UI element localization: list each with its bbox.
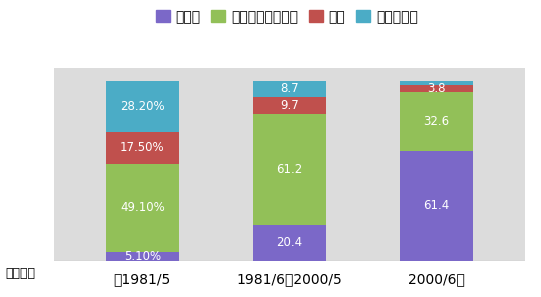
Bar — [400, 81, 473, 85]
Text: 49.10%: 49.10% — [120, 201, 164, 214]
Bar — [105, 132, 179, 164]
Bar — [253, 97, 326, 114]
Text: 20.4: 20.4 — [276, 236, 302, 249]
Legend: 無被害, 軽微・小破・中破, 大破, 倒壊・崩壊: 無被害, 軽微・小破・中破, 大破, 倒壊・崩壊 — [156, 10, 418, 24]
Text: 61.4: 61.4 — [424, 200, 450, 212]
Text: 32.6: 32.6 — [424, 115, 450, 128]
Bar — [253, 81, 326, 97]
Text: 61.2: 61.2 — [276, 163, 302, 176]
Text: 8.7: 8.7 — [280, 82, 299, 95]
Text: 建設時期: 建設時期 — [5, 267, 35, 280]
Bar — [400, 85, 473, 92]
Text: 3.8: 3.8 — [427, 82, 446, 95]
Bar — [253, 114, 326, 225]
Bar — [105, 81, 179, 132]
Text: 28.20%: 28.20% — [120, 100, 164, 113]
Text: 17.50%: 17.50% — [120, 141, 164, 154]
Bar — [105, 252, 179, 261]
Text: 5.10%: 5.10% — [124, 250, 161, 263]
Bar — [400, 151, 473, 261]
Text: 9.7: 9.7 — [280, 99, 299, 112]
Bar — [400, 92, 473, 151]
Bar — [105, 164, 179, 252]
Bar — [253, 225, 326, 261]
